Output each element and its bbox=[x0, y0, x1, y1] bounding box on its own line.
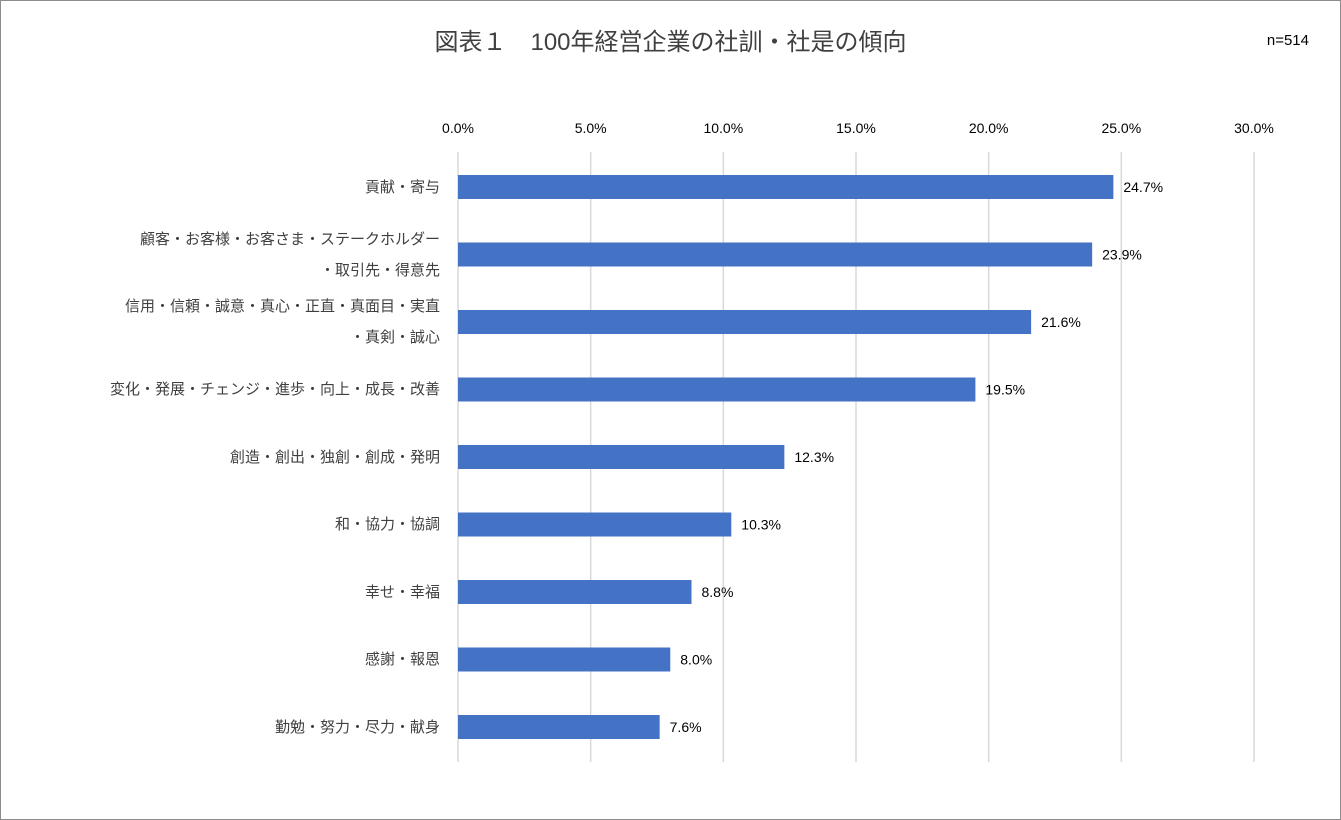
chart-title: 図表１ 100年経営企業の社訓・社是の傾向 bbox=[434, 29, 907, 56]
category-label: 和・協力・協調 bbox=[334, 516, 440, 533]
data-label: 10.3% bbox=[741, 517, 781, 533]
data-label: 12.3% bbox=[794, 449, 834, 465]
category-label: 顧客・お客様・お客さま・ステークホルダー ・取引先・得意先 bbox=[139, 230, 440, 279]
category-label: 感謝・報恩 bbox=[364, 651, 440, 668]
bar bbox=[458, 580, 692, 604]
data-label: 7.6% bbox=[670, 719, 702, 735]
x-tick-label: 0.0% bbox=[442, 120, 474, 136]
x-tick-label: 5.0% bbox=[575, 120, 607, 136]
data-label: 8.8% bbox=[701, 584, 733, 600]
data-label: 23.9% bbox=[1102, 247, 1142, 263]
sample-size-annotation: n=514 bbox=[1266, 32, 1309, 49]
category-label: 創造・創出・独創・創成・発明 bbox=[229, 448, 440, 466]
data-label: 21.6% bbox=[1041, 314, 1081, 330]
category-label: 勤勉・努力・尽力・献身 bbox=[274, 718, 440, 736]
x-tick-label: 15.0% bbox=[836, 120, 876, 136]
bar bbox=[458, 512, 732, 537]
bar bbox=[458, 445, 785, 469]
bar bbox=[458, 377, 976, 402]
bar bbox=[458, 242, 1093, 267]
bar bbox=[458, 647, 671, 672]
data-label: 19.5% bbox=[985, 382, 1025, 398]
x-tick-label: 10.0% bbox=[703, 120, 743, 136]
data-label: 24.7% bbox=[1123, 179, 1163, 195]
category-label: 信用・信頼・誠意・真心・正直・真面目・実直 ・真剣・誠心 bbox=[124, 298, 440, 346]
category-label: 貢献・寄与 bbox=[364, 178, 440, 196]
x-tick-label: 25.0% bbox=[1101, 120, 1141, 136]
bar bbox=[458, 175, 1114, 199]
x-tick-label: 20.0% bbox=[969, 120, 1009, 136]
x-tick-label: 30.0% bbox=[1234, 120, 1274, 136]
category-label: 変化・発展・チェンジ・進歩・向上・成長・改善 bbox=[109, 381, 440, 398]
category-label: 幸せ・幸福 bbox=[364, 583, 440, 601]
bar bbox=[458, 715, 660, 739]
bar bbox=[458, 310, 1032, 334]
data-label: 8.0% bbox=[680, 652, 712, 668]
